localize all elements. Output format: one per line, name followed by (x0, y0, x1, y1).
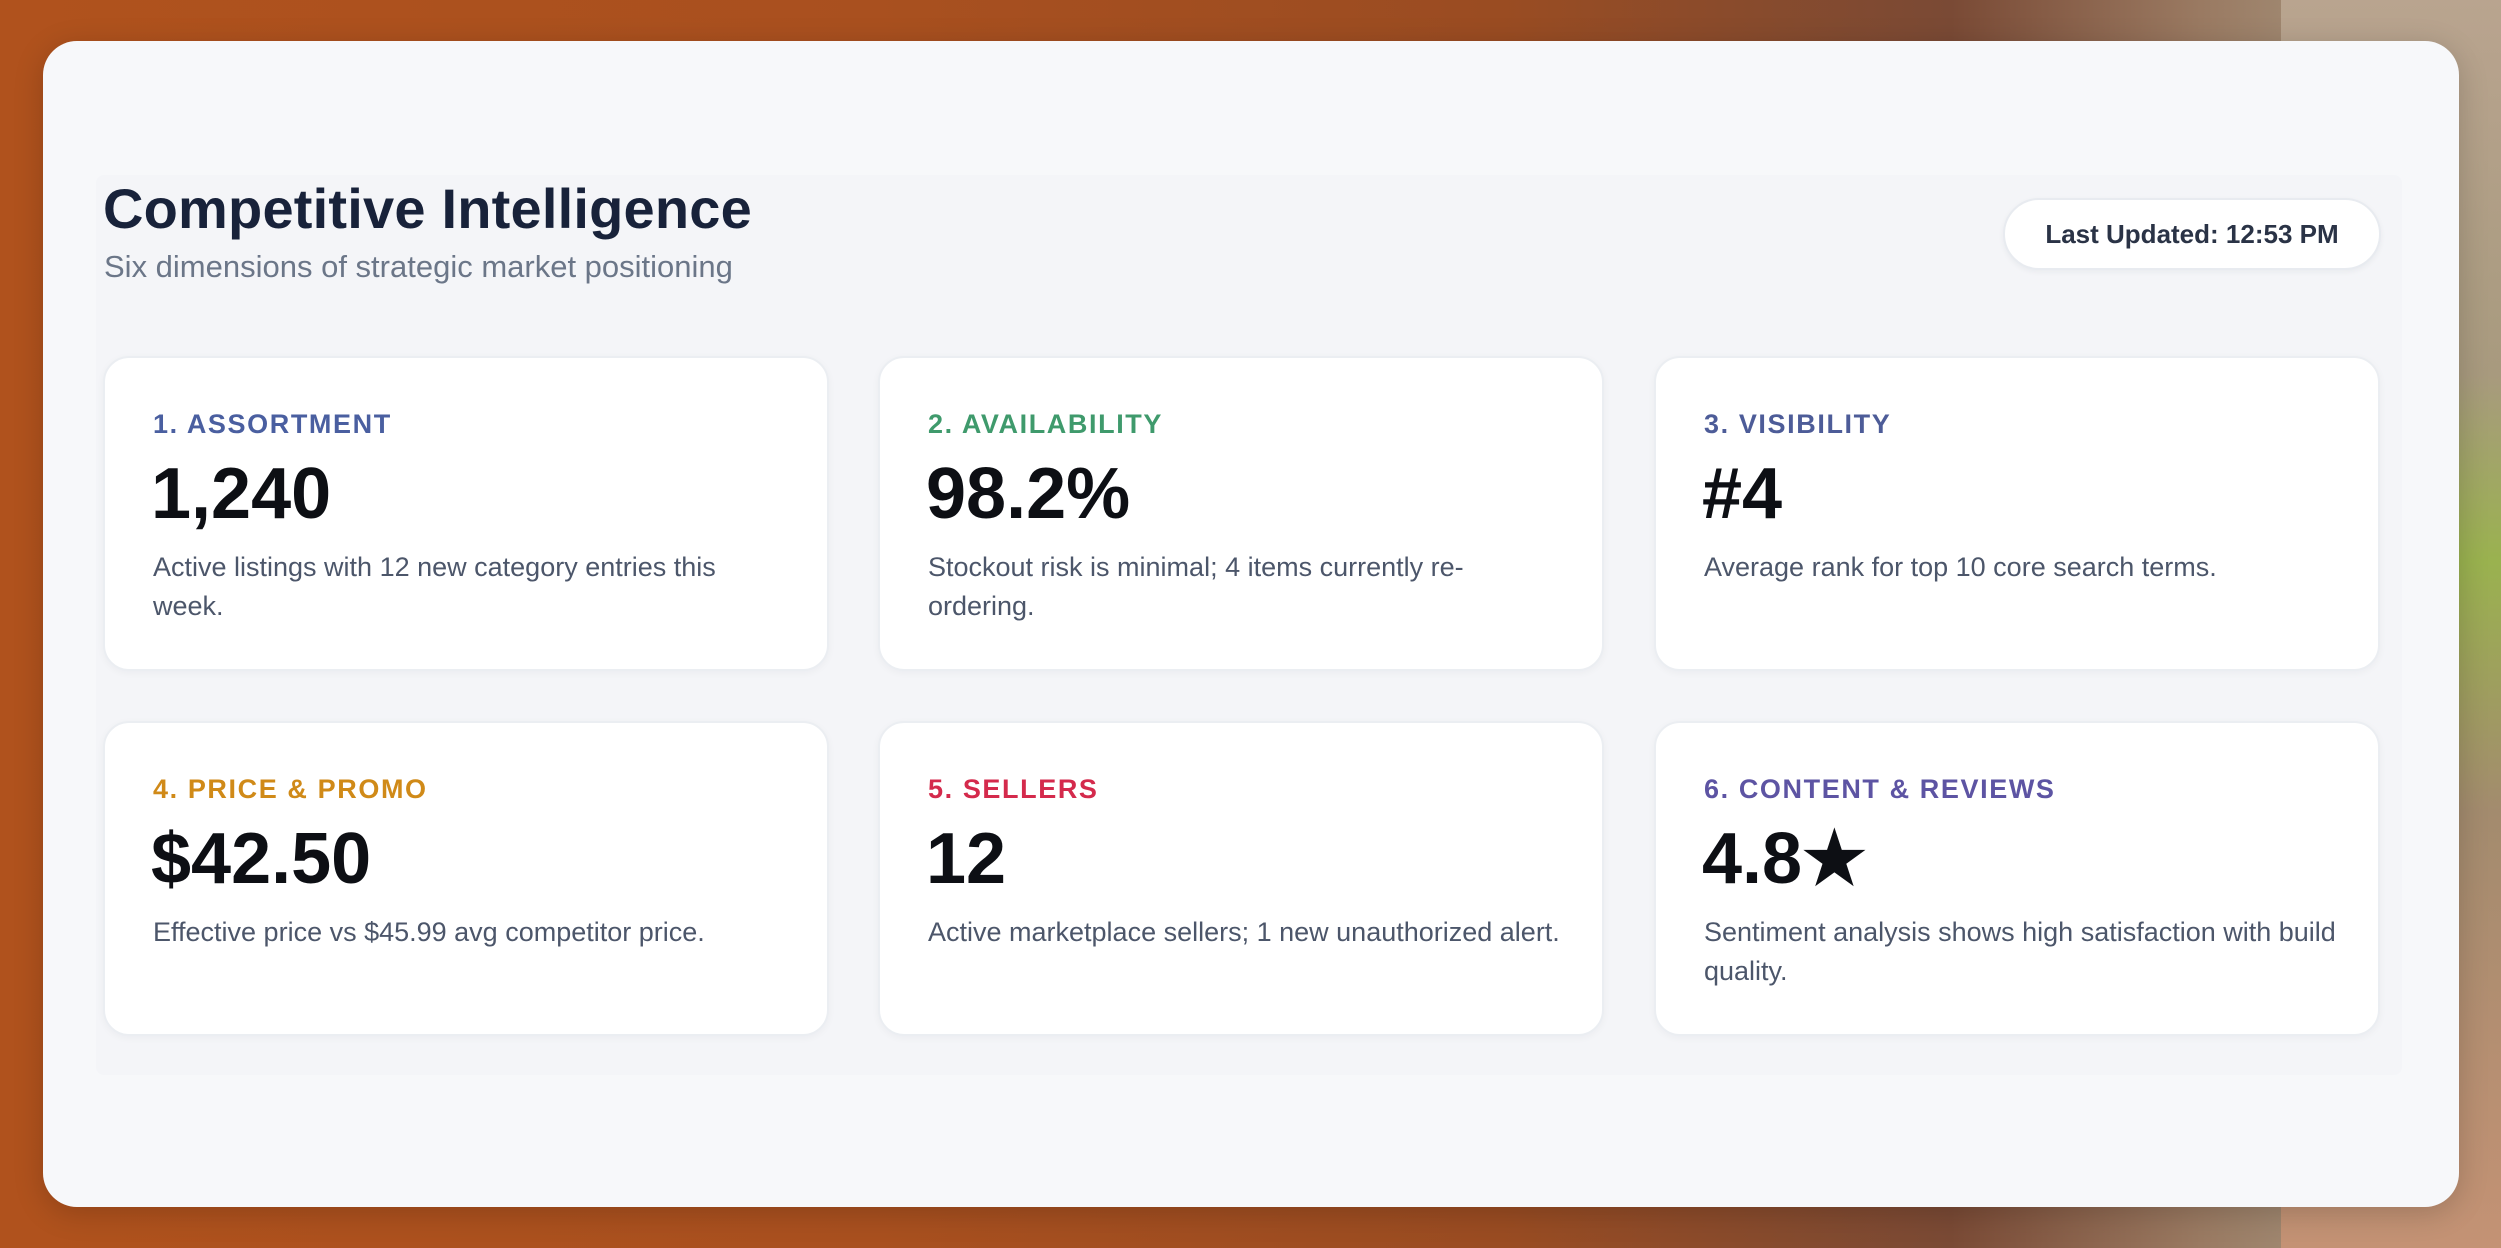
metric-card-content-reviews: 6. CONTENT & REVIEWS 4.8★ Sentiment anal… (1654, 721, 2380, 1036)
metric-card-visibility: 3. VISIBILITY #4 Average rank for top 10… (1654, 356, 2380, 671)
card-description: Stockout risk is minimal; 4 items curren… (928, 552, 1464, 621)
card-value: #4 (1702, 454, 1783, 534)
dashboard-window: Competitive Intelligence Six dimensions … (43, 41, 2459, 1207)
card-label: 3. VISIBILITY (1704, 409, 1892, 439)
card-value: 1,240 (151, 454, 332, 534)
card-description: Effective price vs $45.99 avg competitor… (153, 917, 705, 947)
card-description: Average rank for top 10 core search term… (1704, 552, 2217, 582)
card-label: 4. PRICE & PROMO (153, 774, 428, 804)
card-label: 1. ASSORTMENT (153, 409, 392, 439)
page-title: Competitive Intelligence (103, 177, 752, 240)
metric-card-sellers: 5. SELLERS 12 Active marketplace sellers… (878, 721, 1604, 1036)
card-label: 5. SELLERS (928, 774, 1099, 804)
card-description: Sentiment analysis shows high satisfacti… (1704, 917, 2336, 986)
card-description: Active marketplace sellers; 1 new unauth… (928, 917, 1560, 947)
metric-card-availability: 2. AVAILABILITY 98.2% Stockout risk is m… (878, 356, 1604, 671)
last-updated-badge: Last Updated: 12:53 PM (2003, 198, 2381, 270)
card-value: 12 (926, 819, 1007, 899)
metric-card-price-promo: 4. PRICE & PROMO $42.50 Effective price … (103, 721, 829, 1036)
card-label: 6. CONTENT & REVIEWS (1704, 774, 2056, 804)
page-subtitle: Six dimensions of strategic market posit… (104, 249, 733, 284)
card-label: 2. AVAILABILITY (928, 409, 1164, 439)
card-value: 98.2% (926, 454, 1131, 534)
last-updated-text: Last Updated: 12:53 PM (2045, 218, 2339, 249)
card-value: $42.50 (151, 819, 372, 899)
card-description: Active listings with 12 new category ent… (153, 552, 716, 621)
card-value: 4.8★ (1702, 819, 1867, 899)
metric-card-assortment: 1. ASSORTMENT 1,240 Active listings with… (103, 356, 829, 671)
